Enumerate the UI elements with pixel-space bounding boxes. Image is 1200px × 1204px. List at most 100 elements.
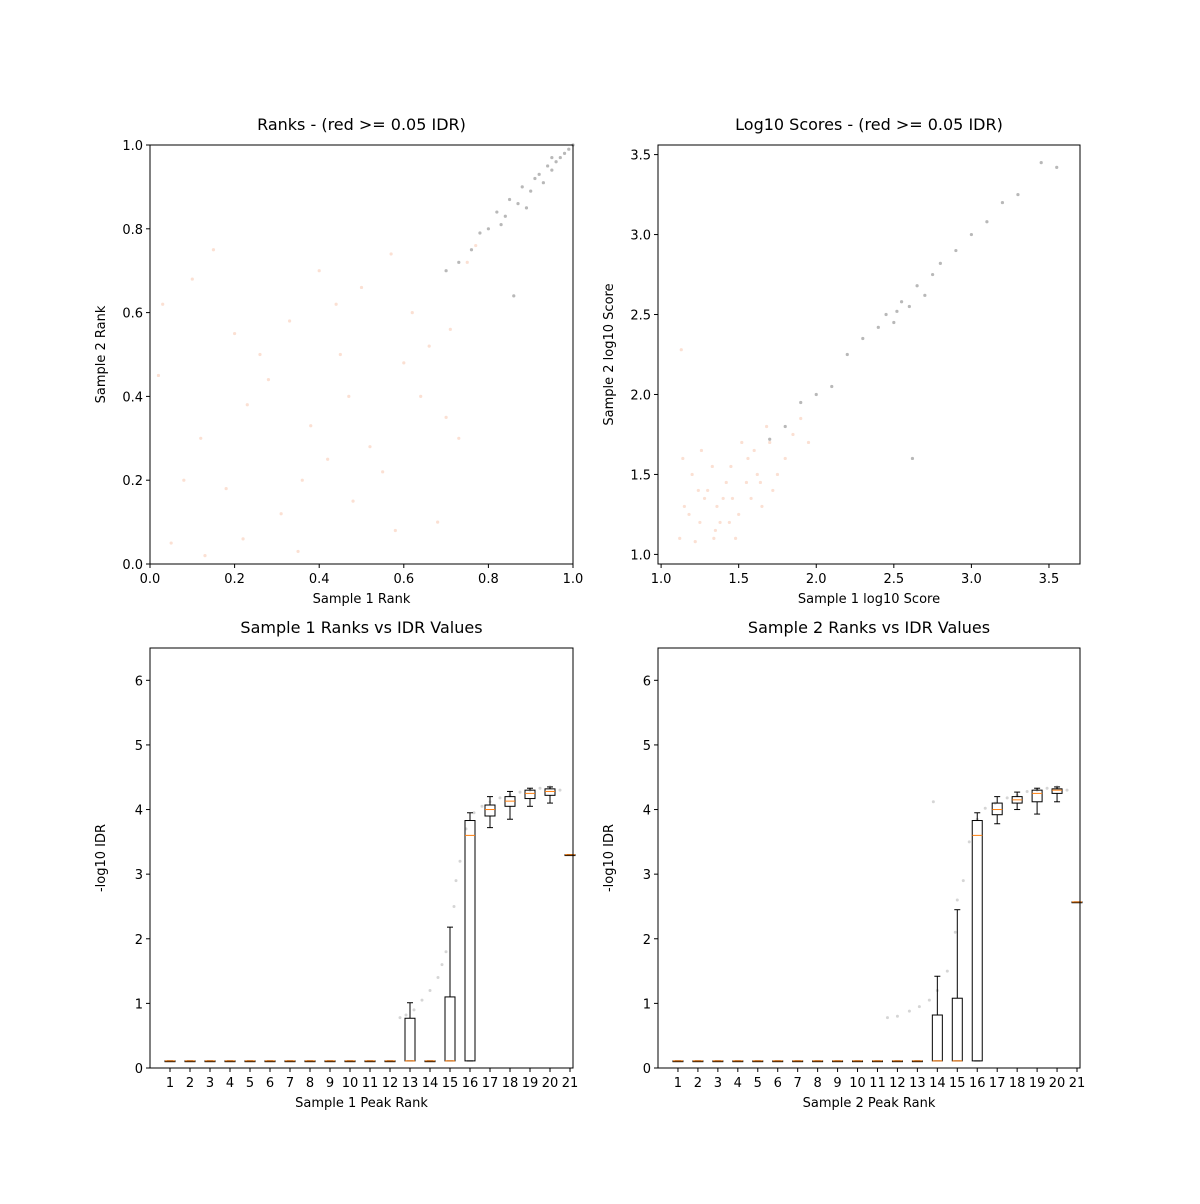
point bbox=[359, 285, 364, 290]
point bbox=[917, 1005, 921, 1009]
point bbox=[436, 976, 440, 980]
y-tick-label: 2 bbox=[643, 933, 651, 948]
point bbox=[721, 496, 725, 501]
x-tick-label: 9 bbox=[326, 1076, 334, 1091]
point bbox=[507, 197, 512, 202]
y-tick-label: 0 bbox=[135, 1062, 143, 1077]
point bbox=[448, 327, 452, 331]
point bbox=[550, 155, 554, 160]
point bbox=[444, 950, 448, 954]
point bbox=[830, 384, 834, 389]
x-tick-label: 3 bbox=[206, 1076, 214, 1091]
point bbox=[245, 403, 249, 407]
point bbox=[931, 800, 935, 804]
x-tick-label: 12 bbox=[889, 1076, 906, 1091]
y-tick-label: 1 bbox=[135, 997, 143, 1012]
point bbox=[729, 464, 733, 469]
x-tick-label: 4 bbox=[734, 1076, 742, 1091]
y-axis-label: Sample 2 log10 Score bbox=[602, 283, 617, 425]
x-tick-label: 0.8 bbox=[478, 572, 499, 587]
axes-frame bbox=[149, 647, 574, 1069]
x-tick-label: 2 bbox=[186, 1076, 194, 1091]
point bbox=[465, 260, 469, 264]
x-tick-label: 6 bbox=[266, 1076, 274, 1091]
y-tick-label: 4 bbox=[643, 804, 651, 819]
box bbox=[951, 997, 963, 1062]
y-tick-label: 5 bbox=[135, 739, 143, 754]
y-tick-label: 0.2 bbox=[122, 474, 143, 489]
box bbox=[1051, 788, 1063, 794]
x-tick-label: 19 bbox=[522, 1076, 539, 1091]
x-tick-label: 14 bbox=[422, 1076, 439, 1091]
point bbox=[765, 424, 769, 429]
x-tick-label: 11 bbox=[869, 1076, 886, 1091]
x-tick-label: 20 bbox=[542, 1076, 559, 1091]
point bbox=[524, 206, 529, 210]
point bbox=[558, 788, 562, 792]
x-tick-label: 15 bbox=[442, 1076, 459, 1091]
point bbox=[550, 168, 554, 172]
point bbox=[182, 478, 186, 482]
point bbox=[436, 520, 440, 524]
point bbox=[775, 472, 780, 477]
point bbox=[480, 804, 484, 808]
point bbox=[783, 456, 787, 461]
point bbox=[687, 512, 691, 517]
point bbox=[938, 261, 942, 265]
x-tick-label: 14 bbox=[929, 1076, 946, 1091]
point bbox=[884, 312, 888, 317]
point bbox=[404, 1013, 408, 1017]
point bbox=[915, 284, 919, 288]
x-tick-label: 7 bbox=[794, 1076, 802, 1091]
x-tick-label: 1.0 bbox=[651, 572, 672, 587]
x-tick-label: 16 bbox=[462, 1076, 479, 1091]
point bbox=[567, 147, 571, 151]
point bbox=[393, 528, 397, 533]
point bbox=[444, 269, 448, 273]
point bbox=[554, 160, 558, 164]
axes-frame bbox=[657, 647, 1081, 1069]
panel-title: Ranks - (red >= 0.05 IDR) bbox=[257, 115, 466, 134]
point bbox=[954, 248, 958, 253]
x-tick-label: 0.6 bbox=[393, 572, 414, 587]
box bbox=[991, 802, 1003, 816]
point bbox=[458, 859, 462, 863]
x-tick-label: 12 bbox=[382, 1076, 399, 1091]
y-tick-label: 2.5 bbox=[630, 309, 651, 324]
point bbox=[279, 512, 283, 516]
point bbox=[727, 520, 731, 525]
point bbox=[892, 320, 896, 325]
point bbox=[907, 304, 911, 309]
x-tick-label: 6 bbox=[774, 1076, 782, 1091]
x-tick-label: 5 bbox=[754, 1076, 762, 1091]
x-tick-label: 0.4 bbox=[309, 572, 330, 587]
y-tick-label: 0 bbox=[643, 1062, 651, 1077]
point bbox=[953, 930, 957, 934]
y-tick-label: 3 bbox=[135, 868, 143, 883]
point bbox=[562, 151, 567, 155]
axes-frame bbox=[149, 144, 574, 565]
point bbox=[755, 472, 759, 477]
x-tick-label: 15 bbox=[949, 1076, 966, 1091]
point bbox=[203, 554, 207, 558]
point bbox=[876, 325, 880, 329]
point bbox=[1005, 796, 1009, 800]
point bbox=[199, 436, 203, 440]
y-tick-label: 3.0 bbox=[630, 229, 651, 244]
point bbox=[771, 488, 775, 493]
x-tick-label: 13 bbox=[402, 1076, 419, 1091]
y-axis-label: Sample 2 Rank bbox=[94, 305, 109, 403]
point bbox=[791, 432, 795, 437]
y-axis-label: -log10 IDR bbox=[602, 824, 617, 892]
point bbox=[190, 277, 194, 281]
point bbox=[1025, 789, 1029, 793]
point bbox=[533, 176, 537, 181]
y-tick-label: 0.8 bbox=[122, 223, 143, 238]
box bbox=[1031, 789, 1043, 803]
y-tick-label: 1.5 bbox=[630, 468, 651, 483]
point bbox=[381, 470, 385, 474]
point bbox=[679, 348, 683, 352]
box bbox=[484, 804, 496, 817]
point bbox=[945, 969, 949, 973]
